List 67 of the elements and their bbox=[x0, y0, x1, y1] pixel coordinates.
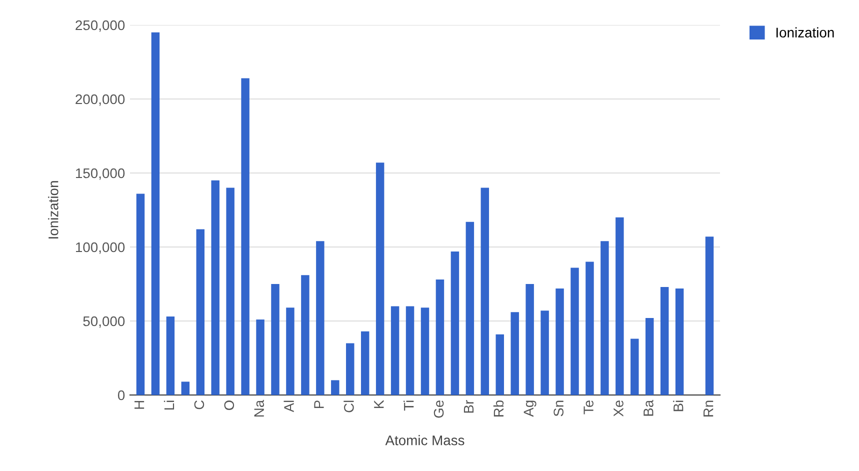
bar bbox=[556, 288, 564, 395]
y-tick-label: 250,000 bbox=[76, 20, 125, 32]
bar bbox=[646, 318, 654, 395]
x-tick-label: K bbox=[374, 400, 384, 408]
x-tick-label: Ge bbox=[434, 400, 444, 418]
bar bbox=[510, 312, 519, 395]
bar bbox=[570, 268, 579, 395]
bar bbox=[256, 320, 264, 395]
x-tick-label: P bbox=[314, 400, 324, 408]
x-tick-label: Ti bbox=[404, 400, 414, 411]
x-tick-label: C bbox=[194, 400, 204, 410]
bar bbox=[211, 180, 220, 395]
bar bbox=[420, 308, 430, 395]
bar bbox=[136, 194, 145, 395]
bar bbox=[286, 308, 294, 395]
bar bbox=[660, 286, 669, 395]
x-tick-label: Br bbox=[464, 400, 474, 413]
bar bbox=[480, 188, 490, 395]
x-tick-label: Al bbox=[284, 400, 294, 412]
x-tick-label: Na bbox=[254, 400, 264, 416]
x-tick-label: H bbox=[134, 400, 144, 409]
bar bbox=[406, 306, 414, 395]
x-tick-label: Li bbox=[164, 400, 174, 410]
bar bbox=[331, 380, 340, 395]
x-tick-label: Cl bbox=[344, 400, 354, 412]
y-tick-label: 200,000 bbox=[76, 94, 125, 106]
legend-label: Ionization bbox=[776, 27, 834, 38]
x-tick-label: Xe bbox=[614, 400, 624, 417]
bar bbox=[346, 343, 354, 395]
bar bbox=[151, 32, 160, 395]
bar bbox=[436, 280, 444, 395]
bar bbox=[241, 78, 250, 395]
x-tick-label: O bbox=[224, 400, 234, 410]
bar bbox=[450, 251, 460, 395]
bar bbox=[496, 334, 504, 395]
bar bbox=[360, 331, 370, 395]
y-axis-title: Ionization bbox=[48, 181, 58, 238]
bar bbox=[586, 262, 594, 395]
bar bbox=[181, 382, 190, 395]
bar bbox=[630, 338, 639, 395]
x-tick-label: Bi bbox=[673, 400, 684, 412]
x-tick-label: Rn bbox=[704, 400, 714, 416]
y-tick-label: 50,000 bbox=[83, 316, 125, 328]
bar bbox=[466, 222, 474, 395]
bar bbox=[526, 284, 534, 395]
y-tick-label: 100,000 bbox=[76, 242, 125, 254]
bar bbox=[166, 316, 175, 395]
y-tick-label: 150,000 bbox=[76, 168, 125, 180]
bar bbox=[376, 162, 384, 395]
y-tick-label: 0 bbox=[118, 390, 125, 400]
x-axis-title: Atomic Mass bbox=[385, 435, 464, 446]
bar bbox=[226, 188, 234, 395]
bar bbox=[600, 241, 609, 395]
bar bbox=[675, 288, 684, 395]
bar bbox=[271, 284, 280, 395]
bar bbox=[616, 217, 624, 395]
x-tick-label: Sn bbox=[554, 400, 564, 416]
bar bbox=[196, 229, 204, 395]
x-tick-label: Rb bbox=[493, 400, 504, 416]
bar bbox=[540, 310, 549, 395]
x-tick-label: Te bbox=[584, 400, 594, 414]
bar bbox=[390, 306, 400, 395]
x-tick-label: Ag bbox=[524, 400, 536, 417]
bar bbox=[316, 241, 324, 395]
bar bbox=[705, 236, 714, 395]
x-tick-label: Ba bbox=[644, 400, 654, 416]
bar bbox=[301, 275, 310, 395]
